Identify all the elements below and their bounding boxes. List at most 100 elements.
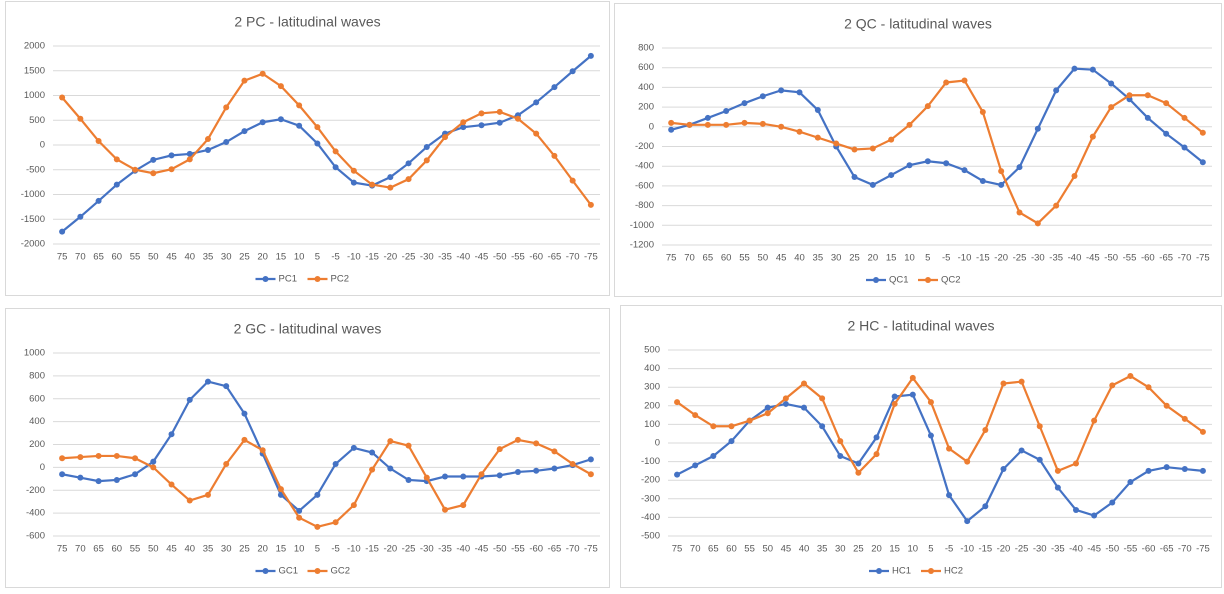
data-point bbox=[496, 446, 503, 453]
data-point bbox=[1199, 467, 1206, 474]
data-point bbox=[460, 124, 467, 131]
x-tick-label: -30 bbox=[420, 544, 434, 555]
x-tick-label: 50 bbox=[148, 252, 159, 263]
x-tick-label: 55 bbox=[130, 544, 141, 555]
data-point bbox=[686, 121, 693, 128]
data-point bbox=[1091, 417, 1098, 424]
y-tick-label: 300 bbox=[644, 382, 660, 393]
data-point bbox=[1199, 129, 1206, 136]
data-point bbox=[1109, 499, 1116, 506]
data-point bbox=[314, 140, 321, 147]
data-point bbox=[710, 423, 717, 430]
x-tick-label: -5 bbox=[331, 252, 339, 263]
data-point bbox=[1127, 479, 1134, 486]
x-tick-label: 25 bbox=[849, 253, 860, 264]
data-point bbox=[943, 160, 950, 167]
x-tick-label: -50 bbox=[493, 252, 507, 263]
data-point bbox=[132, 455, 139, 462]
data-point bbox=[460, 502, 467, 509]
data-point bbox=[906, 121, 913, 128]
x-tick-label: -35 bbox=[438, 544, 452, 555]
data-point bbox=[837, 438, 844, 445]
x-tick-label: 15 bbox=[276, 252, 287, 263]
data-point bbox=[1108, 104, 1115, 111]
data-point bbox=[95, 197, 102, 204]
y-tick-label: -400 bbox=[635, 161, 654, 172]
data-point bbox=[778, 123, 785, 130]
x-tick-label: -60 bbox=[1142, 544, 1156, 555]
x-tick-label: 60 bbox=[112, 544, 123, 555]
y-tick-label: -1500 bbox=[21, 214, 45, 225]
x-tick-label: 10 bbox=[904, 253, 915, 264]
data-point bbox=[704, 121, 711, 128]
data-point bbox=[927, 432, 934, 439]
data-point bbox=[1181, 144, 1188, 151]
data-point bbox=[296, 507, 303, 514]
data-point bbox=[296, 102, 303, 109]
data-point bbox=[204, 146, 211, 153]
data-point bbox=[95, 452, 102, 459]
data-point bbox=[150, 170, 157, 177]
x-tick-label: -50 bbox=[1105, 544, 1119, 555]
data-point bbox=[674, 399, 681, 406]
data-point bbox=[587, 456, 594, 463]
chart-panel: 2 HC - latitudinal waves-500-400-300-200… bbox=[620, 305, 1222, 588]
data-point bbox=[704, 114, 711, 121]
data-point bbox=[423, 474, 430, 481]
data-point bbox=[369, 449, 376, 456]
data-point bbox=[998, 181, 1005, 188]
x-tick-label: -5 bbox=[942, 253, 950, 264]
y-tick-label: -1200 bbox=[630, 240, 654, 251]
legend-label: PC2 bbox=[331, 274, 349, 285]
x-tick-label: -55 bbox=[1124, 544, 1138, 555]
x-tick-label: -60 bbox=[529, 544, 543, 555]
x-tick-label: -10 bbox=[347, 252, 361, 263]
y-tick-label: 800 bbox=[29, 370, 45, 381]
data-point bbox=[59, 228, 66, 235]
data-point bbox=[796, 89, 803, 96]
x-tick-label: -25 bbox=[1015, 544, 1029, 555]
data-point bbox=[460, 473, 467, 480]
x-tick-label: -65 bbox=[1160, 544, 1174, 555]
x-tick-label: 45 bbox=[166, 252, 177, 263]
y-tick-label: 600 bbox=[638, 62, 654, 73]
y-tick-label: -600 bbox=[26, 531, 45, 542]
data-point bbox=[1181, 415, 1188, 422]
y-tick-label: 400 bbox=[644, 363, 660, 374]
x-tick-label: 60 bbox=[721, 253, 732, 264]
data-point bbox=[369, 466, 376, 473]
data-point bbox=[150, 464, 157, 471]
data-point bbox=[979, 177, 986, 184]
data-point bbox=[782, 395, 789, 402]
chart-panel: 2 QC - latitudinal waves -1200 -1000 -800 -6… bbox=[614, 3, 1222, 297]
x-tick-label: 10 bbox=[294, 252, 305, 263]
legend-label: QC1 bbox=[889, 275, 909, 286]
y-tick-label: -300 bbox=[641, 493, 660, 504]
x-tick-label: 70 bbox=[75, 544, 86, 555]
data-point bbox=[150, 458, 157, 465]
chart-panel: 2 GC - latitudinal waves -600 -400 -200 0 200… bbox=[5, 308, 610, 588]
x-tick-label: 5 bbox=[928, 544, 933, 555]
data-point bbox=[442, 134, 449, 141]
x-tick-label: -70 bbox=[566, 544, 580, 555]
data-point bbox=[946, 445, 953, 452]
data-point bbox=[1034, 125, 1041, 132]
data-point bbox=[1016, 164, 1023, 171]
chart-title: 2 GC - latitudinal waves bbox=[234, 321, 382, 337]
x-tick-label: 65 bbox=[93, 252, 104, 263]
x-tick-label: -45 bbox=[475, 544, 489, 555]
data-point bbox=[888, 172, 895, 179]
data-point bbox=[77, 213, 84, 220]
x-tick-label: 40 bbox=[184, 544, 195, 555]
data-point bbox=[888, 136, 895, 143]
data-point bbox=[741, 100, 748, 107]
data-point bbox=[778, 87, 785, 94]
x-tick-label: 55 bbox=[744, 544, 755, 555]
data-point bbox=[982, 426, 989, 433]
data-point bbox=[204, 491, 211, 498]
data-point bbox=[587, 471, 594, 478]
panel-border bbox=[5, 308, 610, 588]
y-tick-label: -200 bbox=[26, 485, 45, 496]
data-point bbox=[132, 471, 139, 478]
data-point bbox=[405, 476, 412, 483]
